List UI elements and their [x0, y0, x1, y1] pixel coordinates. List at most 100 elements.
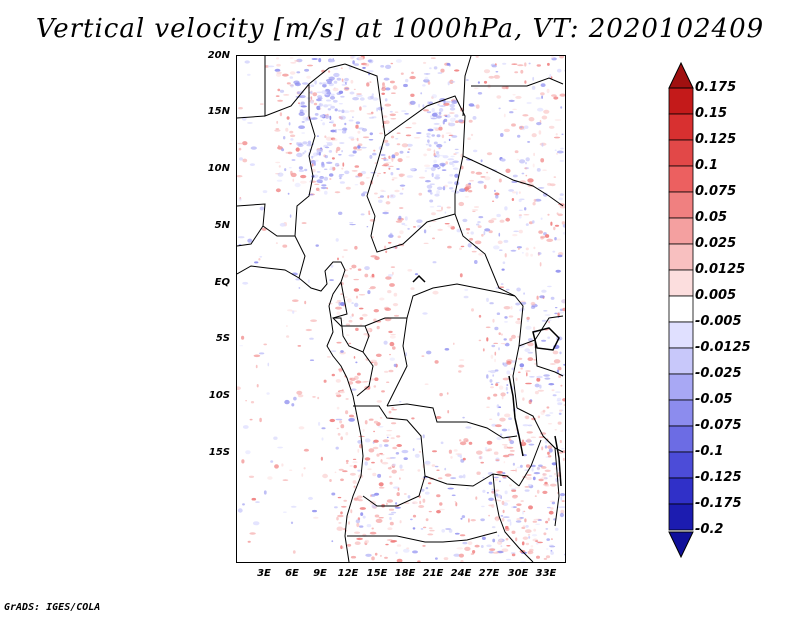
velocity-speckle	[329, 279, 334, 281]
velocity-speckle	[298, 112, 305, 116]
velocity-speckle	[526, 372, 528, 377]
velocity-speckle	[331, 350, 337, 352]
velocity-speckle	[396, 435, 401, 438]
velocity-speckle	[482, 489, 486, 493]
velocity-speckle	[267, 476, 273, 480]
velocity-speckle	[530, 253, 533, 257]
velocity-speckle	[357, 176, 362, 178]
velocity-speckle	[351, 302, 354, 304]
map-plot-area	[236, 55, 566, 563]
velocity-speckle	[523, 292, 525, 295]
velocity-speckle	[365, 553, 372, 557]
velocity-speckle	[329, 479, 332, 482]
velocity-speckle	[472, 210, 476, 213]
velocity-speckle	[490, 383, 494, 386]
colorbar-label: 0.05	[695, 210, 728, 225]
velocity-speckle	[359, 97, 365, 101]
colorbar-label: -0.075	[695, 418, 742, 433]
velocity-speckle	[249, 163, 255, 166]
velocity-speckle	[486, 491, 489, 494]
velocity-speckle	[383, 210, 390, 212]
velocity-speckle	[383, 159, 389, 161]
velocity-speckle	[561, 221, 565, 225]
velocity-speckle	[361, 193, 366, 197]
velocity-speckle	[353, 278, 359, 281]
velocity-speckle	[525, 223, 529, 226]
velocity-speckle	[554, 307, 558, 309]
velocity-speckle	[281, 463, 284, 467]
velocity-speckle	[379, 297, 385, 301]
velocity-speckle	[418, 192, 423, 196]
lon-label: 21E	[422, 568, 444, 579]
velocity-speckle	[555, 391, 561, 393]
velocity-speckle	[509, 484, 512, 487]
velocity-speckle	[335, 379, 341, 383]
velocity-speckle	[506, 361, 512, 365]
velocity-speckle	[536, 122, 542, 126]
velocity-speckle	[552, 350, 559, 355]
velocity-speckle	[376, 400, 382, 403]
velocity-speckle	[326, 99, 331, 102]
velocity-speckle	[435, 151, 440, 154]
velocity-speckle	[353, 88, 356, 91]
velocity-speckle	[330, 105, 335, 109]
velocity-speckle	[450, 226, 455, 230]
velocity-speckle	[488, 75, 495, 79]
velocity-speckle	[316, 91, 323, 94]
velocity-speckle	[542, 473, 545, 476]
velocity-speckle	[497, 240, 503, 245]
velocity-speckle	[489, 302, 494, 305]
velocity-speckle	[417, 560, 421, 562]
velocity-speckle	[447, 114, 451, 118]
velocity-speckle	[524, 486, 530, 488]
velocity-speckle	[549, 74, 552, 78]
lon-label: 30E	[507, 568, 529, 579]
velocity-speckle	[364, 539, 370, 544]
velocity-speckle	[412, 448, 415, 452]
velocity-speckle	[525, 529, 532, 533]
velocity-speckle	[419, 500, 422, 505]
velocity-speckle	[276, 57, 279, 60]
velocity-speckle	[412, 550, 418, 554]
velocity-speckle	[530, 305, 536, 309]
velocity-speckle	[367, 59, 372, 63]
velocity-speckle	[373, 420, 379, 424]
velocity-speckle	[462, 541, 468, 545]
velocity-speckle	[244, 60, 250, 64]
velocity-speckle	[330, 129, 336, 133]
velocity-speckle	[399, 150, 404, 154]
velocity-speckle	[438, 166, 441, 169]
velocity-speckle	[547, 445, 553, 449]
velocity-speckle	[562, 307, 565, 312]
velocity-speckle	[496, 312, 501, 316]
velocity-speckle	[406, 143, 413, 147]
velocity-speckle	[529, 376, 535, 378]
velocity-speckle	[557, 451, 563, 454]
colorbar-label: -0.05	[695, 392, 733, 407]
velocity-speckle	[286, 335, 290, 338]
velocity-speckle	[350, 509, 353, 514]
velocity-speckle	[367, 290, 371, 295]
velocity-speckle	[310, 91, 313, 94]
velocity-speckle	[353, 288, 360, 292]
velocity-speckle	[429, 199, 434, 203]
velocity-speckle	[516, 191, 518, 195]
velocity-speckle	[355, 124, 359, 129]
velocity-speckle	[495, 71, 499, 73]
velocity-speckle	[503, 128, 510, 133]
border-east-5	[542, 435, 560, 527]
velocity-speckle	[425, 487, 429, 490]
velocity-speckle	[520, 69, 524, 74]
velocity-speckle	[459, 439, 462, 442]
velocity-speckle	[498, 347, 500, 351]
velocity-speckle	[391, 511, 397, 514]
velocity-speckle	[461, 515, 466, 519]
velocity-speckle	[284, 168, 287, 172]
velocity-speckle	[354, 531, 361, 534]
velocity-speckle	[360, 146, 367, 149]
velocity-speckle	[329, 168, 334, 170]
velocity-speckle	[417, 225, 422, 228]
velocity-speckle	[414, 273, 419, 276]
velocity-speckle	[274, 129, 281, 132]
velocity-speckle	[385, 434, 392, 436]
